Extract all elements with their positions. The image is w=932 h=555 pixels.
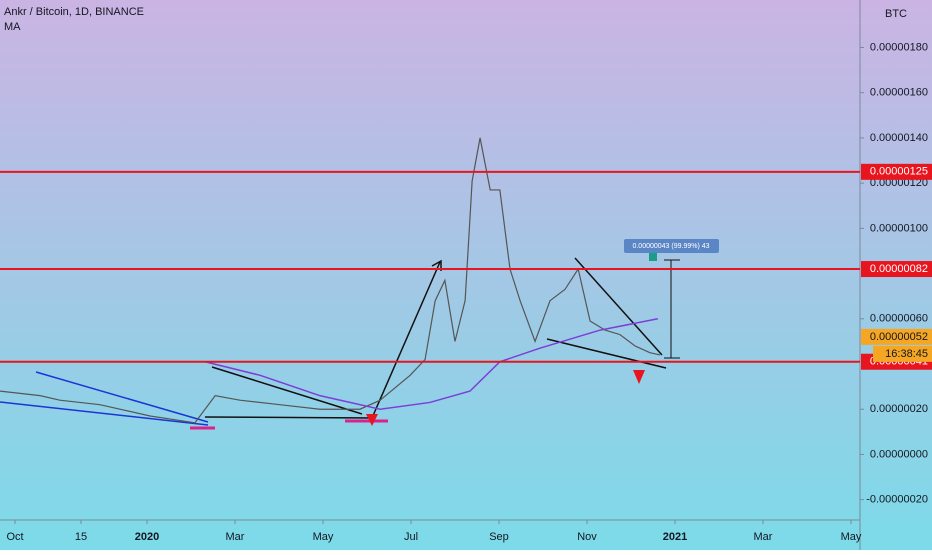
x-tick-label: Jul <box>404 531 418 543</box>
level-label: 0.00000125 <box>870 166 928 178</box>
chart-title: Ankr / Bitcoin, 1D, BINANCE <box>4 6 144 18</box>
price-label: 0.00000052 <box>870 331 928 343</box>
drawings <box>0 239 719 430</box>
y-tick-label: -0.00000020 <box>866 494 928 506</box>
indicator-label: MA <box>4 21 21 33</box>
y-tick-label: 0.00000120 <box>870 177 928 189</box>
series-line <box>0 137 661 424</box>
measurement-label: 0.00000043 (99.99%) 43 <box>632 243 709 250</box>
level-tag <box>861 261 932 278</box>
x-tick-label: Oct <box>6 531 23 543</box>
x-tick-label: May <box>313 531 334 543</box>
x-tick-label: Sep <box>489 531 509 543</box>
y-tick-label: 0.00000180 <box>870 41 928 53</box>
y-tick-label: 0.00000000 <box>870 448 928 460</box>
x-tick-label: 2021 <box>663 531 687 543</box>
price-tag <box>861 328 932 345</box>
y-tick-label: 0.00000160 <box>870 87 928 99</box>
countdown-label: 16:38:45 <box>885 348 928 360</box>
x-tick-label: Nov <box>577 531 597 543</box>
x-tick-label: Mar <box>754 531 773 543</box>
x-tick-label: 2020 <box>135 531 159 543</box>
x-tick-label: May <box>841 531 862 543</box>
series-line <box>204 318 658 410</box>
level-tag <box>861 163 932 180</box>
y-tick-label: 0.00000060 <box>870 313 928 325</box>
y-tick-label: 0.00000140 <box>870 132 928 144</box>
x-tick-label: 15 <box>75 531 87 543</box>
x-tick-label: Mar <box>226 531 245 543</box>
y-tick-label: 0.00000020 <box>870 403 928 415</box>
level-label: 0.00000082 <box>870 263 928 275</box>
y-tick-label: 0.00000100 <box>870 222 928 234</box>
unit-label: BTC <box>885 8 907 20</box>
countdown-tag <box>873 345 932 362</box>
